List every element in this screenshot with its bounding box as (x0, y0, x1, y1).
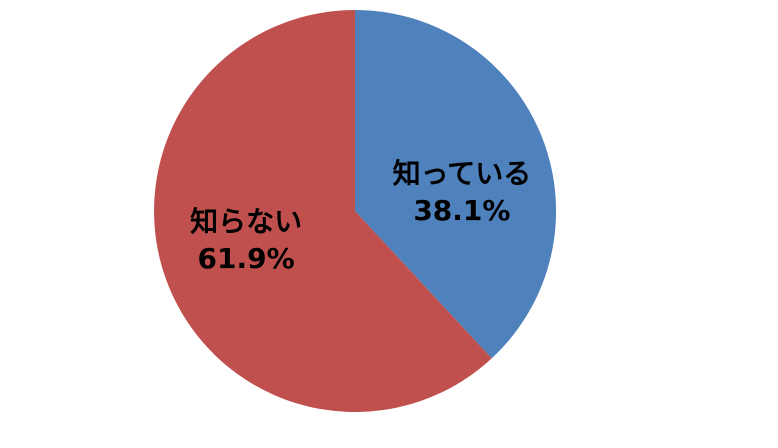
slice-category-label: 知らない (190, 205, 302, 238)
slice-label-0: 知っている 38.1% (393, 157, 532, 227)
slice-percent-label: 61.9% (198, 242, 295, 275)
slice-category-label: 知っている (393, 157, 532, 190)
slice-percent-label: 38.1% (413, 194, 510, 227)
pie-slice-1 (154, 10, 492, 413)
pie-slice-0 (355, 9, 557, 359)
slice-label-1: 知らない 61.9% (190, 205, 302, 275)
